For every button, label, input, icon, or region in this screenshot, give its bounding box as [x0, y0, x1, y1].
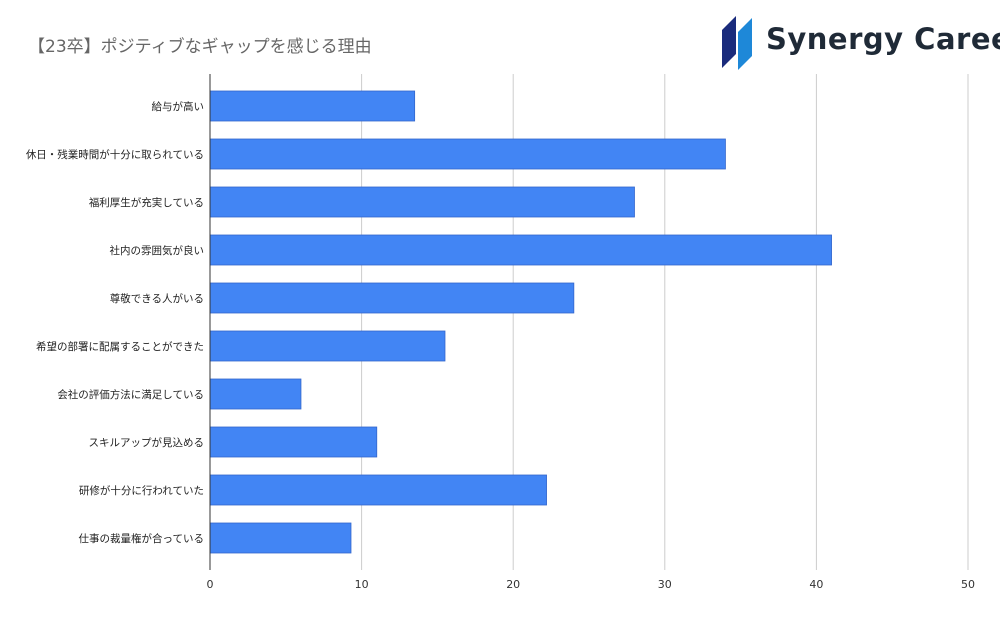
x-tick-label-10: 10 [355, 578, 369, 591]
x-tick-label-20: 20 [506, 578, 520, 591]
bar-4 [209, 234, 832, 266]
category-label-9: 研修が十分に行われていた [79, 484, 204, 497]
bar-10 [209, 522, 352, 554]
category-label-4: 社内の雰囲気が良い [110, 244, 205, 257]
bar-5 [209, 282, 575, 314]
brand-logo: Synergy Career [720, 16, 1000, 70]
x-tick-label-0: 0 [207, 578, 214, 591]
x-tick-label-30: 30 [658, 578, 672, 591]
chart-title: 【23卒】ポジティブなギャップを感じる理由 [28, 37, 372, 57]
category-label-6: 希望の部署に配属することができた [36, 340, 204, 353]
category-label-7: 会社の評価方法に満足している [57, 388, 204, 401]
category-label-5: 尊敬できる人がいる [110, 292, 204, 305]
bar-7 [209, 378, 302, 410]
brand-name: Synergy Career [766, 22, 1000, 56]
bar-6 [209, 330, 446, 362]
bar-2 [209, 138, 726, 170]
category-label-8: スキルアップが見込める [89, 436, 205, 449]
bar-8 [209, 426, 378, 458]
bar-9 [209, 474, 547, 506]
x-tick-label-50: 50 [961, 578, 975, 591]
category-label-10: 仕事の裁量権が合っている [79, 532, 204, 545]
category-label-1: 給与が高い [152, 100, 205, 113]
synergy-career-logo-icon [722, 16, 752, 70]
x-tick-label-40: 40 [809, 578, 823, 591]
bar-3 [209, 186, 635, 218]
category-label-2: 休日・残業時間が十分に取られている [26, 148, 204, 161]
category-label-3: 福利厚生が充実している [89, 196, 204, 209]
bar-1 [209, 90, 416, 122]
